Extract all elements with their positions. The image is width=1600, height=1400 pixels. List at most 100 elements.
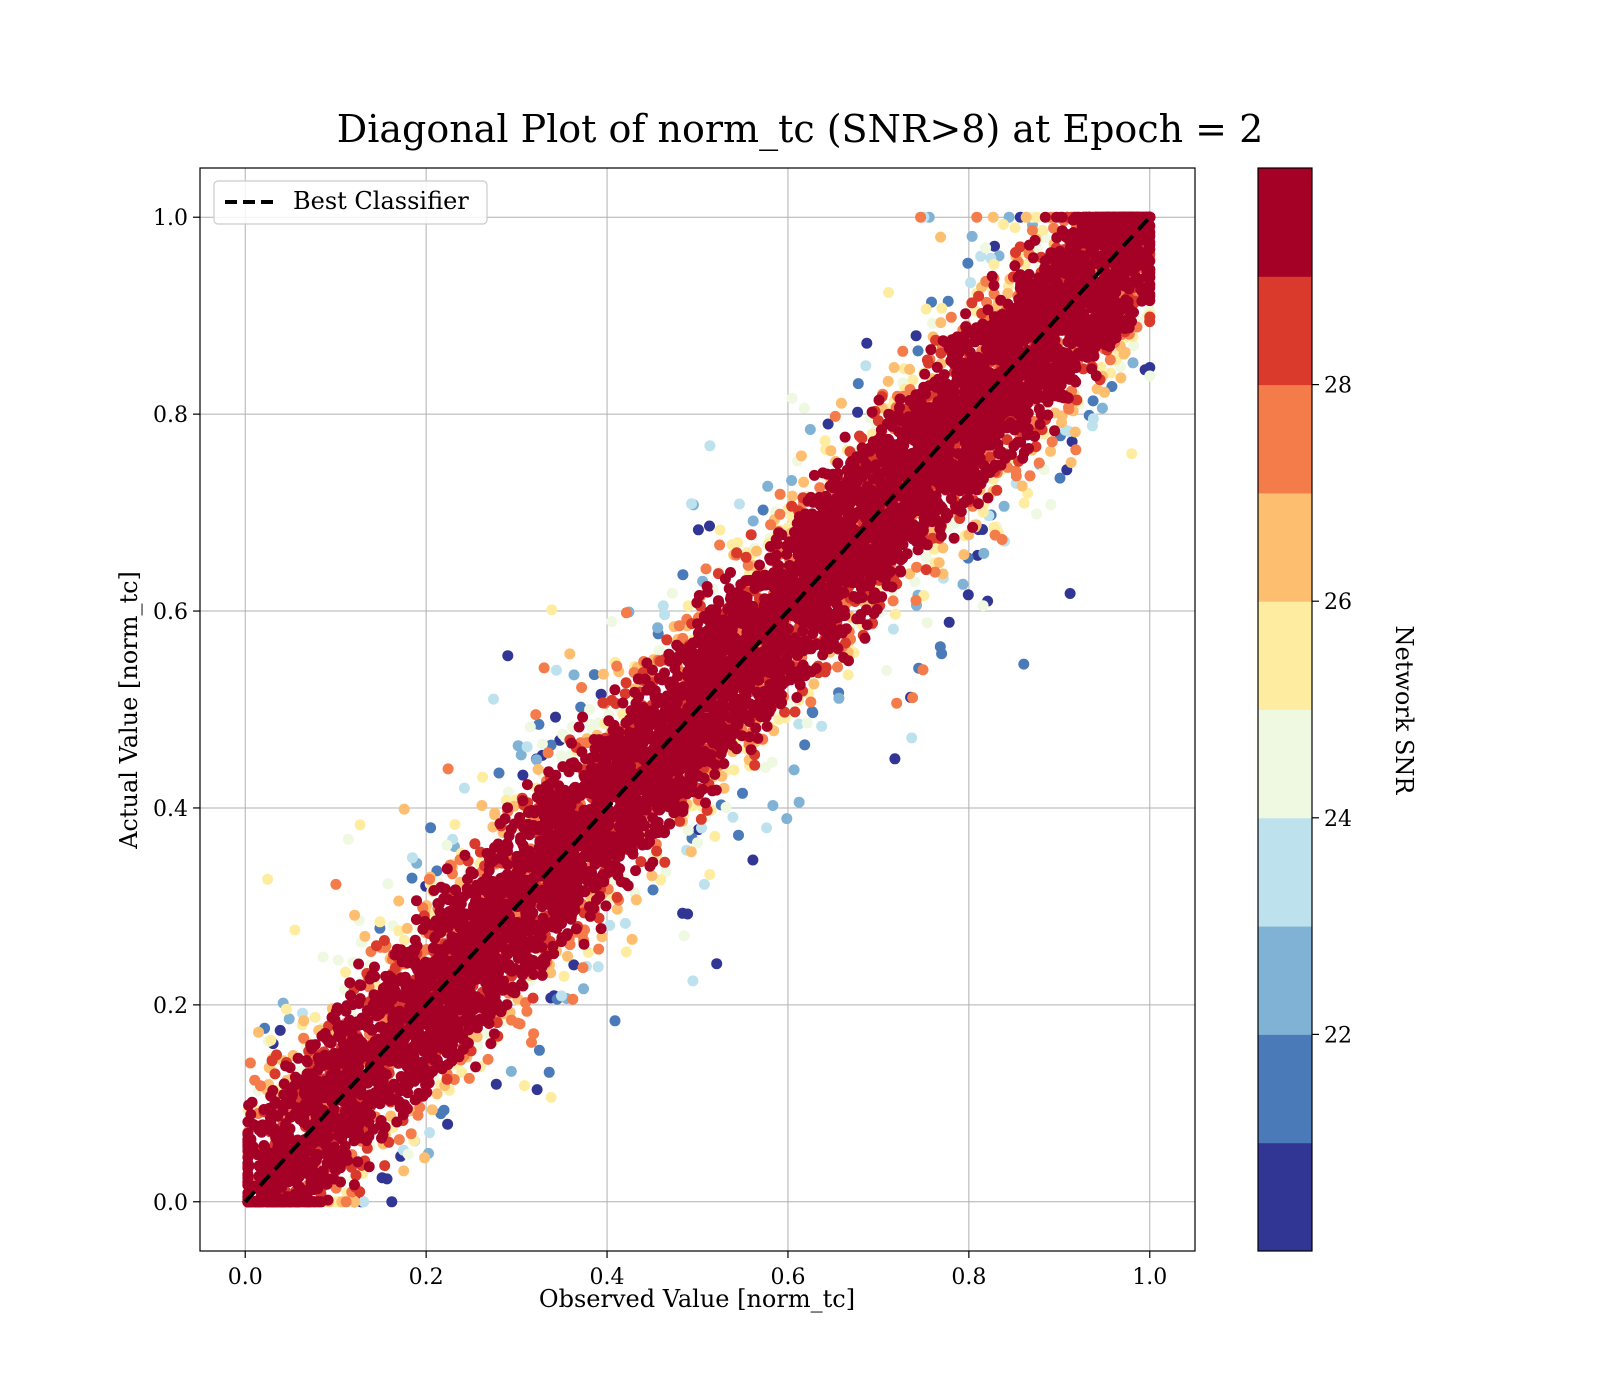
scatter-point xyxy=(426,1104,438,1116)
scatter-point xyxy=(980,242,992,254)
scatter-point xyxy=(352,1156,364,1168)
scatter-point xyxy=(1066,436,1078,448)
scatter-point xyxy=(550,664,562,676)
scatter-point xyxy=(1020,211,1032,223)
scatter-point xyxy=(1096,402,1108,414)
chart-title: Diagonal Plot of norm_tc (SNR>8) at Epoc… xyxy=(337,107,1264,152)
scatter-point xyxy=(619,917,631,929)
scatter-point xyxy=(692,837,703,849)
scatter-point xyxy=(891,697,903,709)
scatter-point xyxy=(543,1066,555,1078)
scatter-point xyxy=(1018,497,1030,509)
scatter-point xyxy=(349,1196,361,1208)
scatter-point xyxy=(398,1165,410,1177)
scatter-point xyxy=(1069,426,1081,438)
scatter-point xyxy=(788,764,800,776)
scatter-point xyxy=(920,552,932,563)
scatter-point xyxy=(805,696,817,708)
scatter-point xyxy=(882,375,894,387)
scatter-point xyxy=(609,1015,621,1027)
scatter-point xyxy=(393,1134,405,1146)
scatter-point xyxy=(786,490,798,502)
scatter-point xyxy=(477,771,489,783)
scatter-point xyxy=(745,744,757,756)
scatter-point xyxy=(555,750,567,762)
scatter-point xyxy=(1014,241,1026,253)
scatter-point xyxy=(493,767,505,779)
scatter-point xyxy=(740,551,752,563)
scatter-point xyxy=(593,943,605,955)
scatter-point xyxy=(718,758,730,770)
scatter-point xyxy=(488,693,499,705)
scatter-point xyxy=(737,787,748,799)
scatter-point xyxy=(906,732,918,744)
scatter-point xyxy=(532,763,544,775)
scatter-point xyxy=(630,865,642,877)
scatter-point xyxy=(797,625,809,637)
scatter-point xyxy=(709,768,721,780)
scatter-point xyxy=(298,1032,310,1044)
scatter-point xyxy=(1118,348,1130,360)
scatter-point xyxy=(814,482,826,494)
scatter-point xyxy=(1034,418,1046,430)
scatter-point xyxy=(611,891,623,903)
scatter-point xyxy=(531,1084,543,1096)
scatter-point xyxy=(655,874,667,886)
scatter-point xyxy=(793,718,805,730)
scatter-point xyxy=(562,950,573,962)
scatter-point xyxy=(673,620,685,632)
scatter-point xyxy=(915,211,927,223)
scatter-point xyxy=(889,608,901,620)
scatter-point xyxy=(512,1017,524,1029)
scatter-point xyxy=(330,878,342,890)
scatter-point xyxy=(568,959,580,971)
scatter-point xyxy=(766,756,778,768)
scatter-point xyxy=(564,939,576,951)
scatter-point xyxy=(1064,588,1076,599)
scatter-point xyxy=(973,290,985,302)
scatter-point xyxy=(382,878,394,890)
scatter-point xyxy=(1144,316,1156,328)
scatter-point xyxy=(767,800,779,811)
scatter-point xyxy=(393,925,405,937)
scatter-point xyxy=(533,1044,545,1056)
scatter-point xyxy=(920,564,932,576)
scatter-point xyxy=(659,609,671,621)
scatter-point xyxy=(1095,361,1107,373)
scatter-point xyxy=(786,475,798,486)
scatter-point xyxy=(1033,457,1045,469)
scatter-point xyxy=(567,993,579,1005)
scatter-point xyxy=(904,363,916,375)
scatter-point xyxy=(1054,472,1066,484)
scatter-point xyxy=(265,1034,277,1046)
scatter-point xyxy=(584,703,596,715)
scatter-point xyxy=(700,797,711,809)
scatter-point xyxy=(1071,394,1083,406)
scatter-point xyxy=(917,664,929,676)
scatter-point xyxy=(592,961,604,973)
scatter-point xyxy=(619,688,631,700)
scatter-point xyxy=(997,219,1009,230)
scatter-point xyxy=(606,616,618,627)
scatter-point xyxy=(524,721,536,733)
scatter-point xyxy=(266,1055,278,1067)
scatter-point xyxy=(798,402,810,414)
scatter-point xyxy=(597,668,609,680)
scatter-point xyxy=(577,962,589,974)
scatter-point xyxy=(1104,354,1116,366)
scatter-point xyxy=(907,374,919,386)
scatter-point xyxy=(795,450,807,462)
scatter-point xyxy=(660,866,672,878)
scatter-point xyxy=(527,992,539,1004)
scatter-point xyxy=(962,257,974,269)
scatter-point xyxy=(1063,403,1075,415)
scatter-point xyxy=(538,662,550,674)
scatter-point xyxy=(438,1104,450,1116)
scatter-point xyxy=(749,759,761,771)
scatter-point xyxy=(595,688,607,700)
scatter-point xyxy=(936,302,948,314)
scatter-point xyxy=(943,616,955,628)
scatter-point xyxy=(528,1028,540,1040)
scatter-point xyxy=(1009,222,1021,234)
scatter-point xyxy=(521,741,533,753)
